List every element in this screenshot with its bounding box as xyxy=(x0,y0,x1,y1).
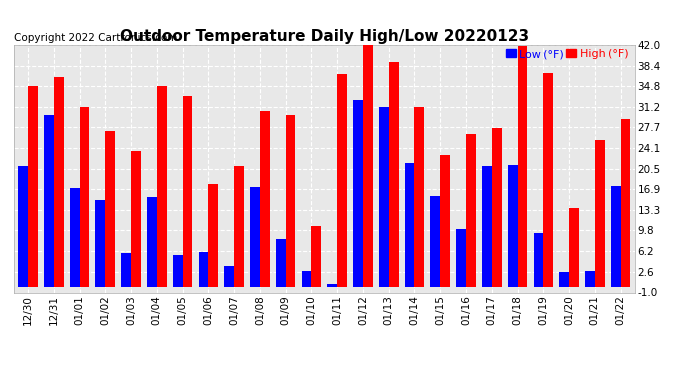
Bar xyxy=(311,226,322,287)
Bar xyxy=(440,155,450,287)
Bar xyxy=(106,131,115,287)
Bar xyxy=(95,200,106,287)
Bar xyxy=(44,115,54,287)
Bar xyxy=(560,272,569,287)
Bar xyxy=(79,107,89,287)
Bar xyxy=(260,111,270,287)
Bar xyxy=(611,186,620,287)
Bar xyxy=(18,166,28,287)
Bar xyxy=(70,188,79,287)
Bar xyxy=(234,166,244,287)
Bar xyxy=(508,165,518,287)
Bar xyxy=(569,209,579,287)
Bar xyxy=(337,74,347,287)
Bar xyxy=(157,87,166,287)
Text: Copyright 2022 Cartronics.com: Copyright 2022 Cartronics.com xyxy=(14,33,177,42)
Bar xyxy=(492,129,502,287)
Bar xyxy=(327,284,337,287)
Bar xyxy=(388,62,399,287)
Bar xyxy=(466,134,476,287)
Bar xyxy=(415,107,424,287)
Bar xyxy=(276,239,286,287)
Bar xyxy=(405,163,415,287)
Bar xyxy=(518,46,527,287)
Bar xyxy=(250,187,260,287)
Bar xyxy=(363,45,373,287)
Bar xyxy=(131,152,141,287)
Bar xyxy=(379,107,388,287)
Bar xyxy=(543,73,553,287)
Bar xyxy=(121,254,131,287)
Legend: Low (°F), High (°F): Low (°F), High (°F) xyxy=(505,48,629,60)
Bar xyxy=(183,96,193,287)
Bar xyxy=(172,255,183,287)
Bar xyxy=(595,140,604,287)
Bar xyxy=(302,271,311,287)
Bar xyxy=(585,271,595,287)
Bar xyxy=(199,252,208,287)
Bar xyxy=(224,266,234,287)
Bar xyxy=(456,229,466,287)
Bar xyxy=(353,100,363,287)
Title: Outdoor Temperature Daily High/Low 20220123: Outdoor Temperature Daily High/Low 20220… xyxy=(120,29,529,44)
Bar xyxy=(54,77,63,287)
Bar xyxy=(482,166,492,287)
Bar xyxy=(533,233,543,287)
Bar xyxy=(208,184,218,287)
Bar xyxy=(431,196,440,287)
Bar xyxy=(28,87,38,287)
Bar xyxy=(147,197,157,287)
Bar xyxy=(286,115,295,287)
Bar xyxy=(620,118,631,287)
